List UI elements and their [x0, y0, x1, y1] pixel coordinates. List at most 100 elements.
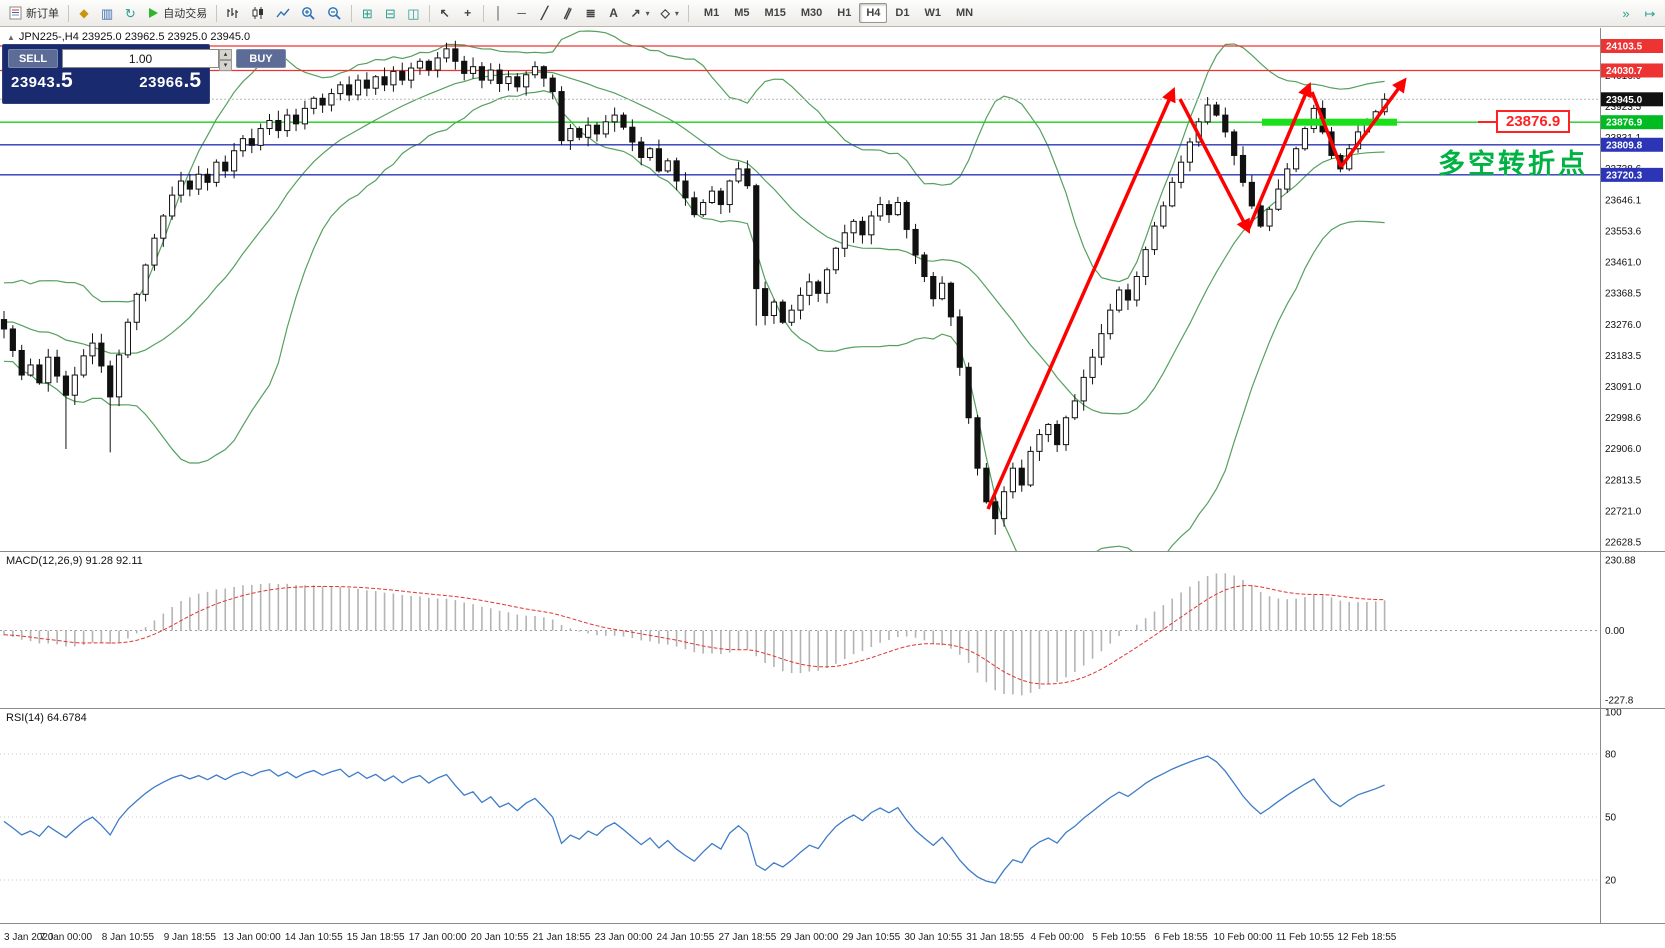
timeframe-h4[interactable]: H4	[859, 3, 888, 23]
text-tool-icon: A	[609, 6, 618, 20]
volume-up-button[interactable]: ▴	[219, 49, 232, 60]
price-tag	[1601, 167, 1663, 182]
price-tag	[1601, 115, 1663, 130]
bar-chart-button[interactable]	[221, 2, 245, 24]
trendline-button[interactable]: ╱	[534, 2, 556, 24]
metaeditor-button[interactable]: ◆	[73, 2, 95, 24]
panel-collapse-icon[interactable]: ▲	[7, 33, 15, 42]
vertical-line-button[interactable]: │	[488, 2, 510, 24]
zoom-out-button[interactable]	[322, 2, 347, 24]
timeframe-mn[interactable]: MN	[949, 3, 980, 23]
svg-text:23646.1: 23646.1	[1605, 195, 1642, 206]
auto-scroll-icon: »	[1622, 5, 1630, 21]
svg-text:31 Jan 18:55: 31 Jan 18:55	[966, 932, 1024, 943]
timeframe-m15[interactable]: M15	[757, 3, 792, 23]
cursor-icon: ↖	[439, 6, 450, 20]
line-chart-button[interactable]	[271, 2, 295, 24]
chart-title: ▲ JPN225-,H4 23925.0 23962.5 23925.0 2394…	[7, 31, 250, 43]
svg-text:12 Feb 18:55: 12 Feb 18:55	[1337, 932, 1396, 943]
horizontal-line-icon: ─	[517, 6, 526, 20]
price-tag	[1601, 63, 1663, 78]
new-order-button[interactable]: 新订单	[4, 2, 64, 24]
svg-text:100: 100	[1605, 708, 1622, 719]
channel-button[interactable]: ∥	[557, 2, 579, 24]
timeframe-d1[interactable]: D1	[888, 3, 916, 23]
chart-shift-button[interactable]: ↦	[1639, 2, 1661, 24]
trendline-icon: ╱	[540, 6, 549, 20]
svg-text:4 Feb 00:00: 4 Feb 00:00	[1030, 932, 1084, 943]
svg-text:23276.0: 23276.0	[1605, 320, 1642, 331]
turning-point-annotation[interactable]: 多空转折点	[1438, 149, 1588, 179]
svg-text:22906.0: 22906.0	[1605, 444, 1642, 455]
svg-text:23945.0: 23945.0	[1606, 95, 1643, 106]
shapes-button[interactable]: ◇ ▾	[656, 2, 684, 24]
autotrading-label: 自动交易	[163, 8, 208, 20]
svg-text:80: 80	[1605, 750, 1617, 761]
svg-text:5 Feb 10:55: 5 Feb 10:55	[1092, 932, 1146, 943]
price-tag	[1601, 92, 1663, 107]
tile-windows-icon: ⊞	[361, 5, 373, 21]
svg-text:6 Feb 18:55: 6 Feb 18:55	[1154, 932, 1208, 943]
price-callout[interactable]: 23876.9	[1478, 110, 1571, 133]
cursor-button[interactable]: ↖	[434, 2, 456, 24]
svg-text:23183.5: 23183.5	[1605, 351, 1642, 362]
svg-text:29 Jan 00:00: 29 Jan 00:00	[780, 932, 838, 943]
timeframe-m30[interactable]: M30	[794, 3, 829, 23]
svg-text:11 Feb 10:55: 11 Feb 10:55	[1276, 932, 1335, 943]
market-watch-button[interactable]: ▥	[96, 2, 118, 24]
volume-down-button[interactable]: ▾	[219, 60, 232, 71]
timeframe-m1[interactable]: M1	[697, 3, 726, 23]
refresh-icon: ↻	[124, 5, 136, 21]
candles-layer	[0, 40, 1388, 535]
cascade-windows-button[interactable]: ◫	[402, 2, 424, 24]
macd-panel	[0, 573, 1600, 696]
toolbar-separator	[482, 4, 484, 22]
sell-button[interactable]: SELL	[8, 49, 58, 68]
svg-text:24030.7: 24030.7	[1606, 66, 1643, 77]
auto-scroll-button[interactable]: »	[1615, 2, 1637, 24]
svg-text:3 Jan 2020: 3 Jan 2020	[4, 932, 54, 943]
timeframe-h1[interactable]: H1	[830, 3, 858, 23]
tile-horizontal-button[interactable]: ⊟	[379, 2, 401, 24]
svg-text:50: 50	[1605, 813, 1617, 824]
price-tag	[1601, 39, 1663, 53]
arrow-tool-icon: ↗	[630, 6, 641, 20]
toolbar-separator	[351, 4, 353, 22]
toolbar-right-group: » ↦	[1615, 2, 1661, 24]
buy-price-main: 23966	[139, 74, 184, 91]
svg-text:0.00: 0.00	[1605, 626, 1625, 637]
crosshair-button[interactable]: +	[457, 2, 479, 24]
autotrading-button[interactable]: 自动交易	[142, 2, 212, 24]
fibonacci-button[interactable]: ≣	[580, 2, 602, 24]
svg-text:8 Jan 10:55: 8 Jan 10:55	[102, 932, 155, 943]
text-tool-button[interactable]: A	[603, 2, 625, 24]
candlestick-button[interactable]	[246, 2, 270, 24]
refresh-button[interactable]: ↻	[119, 2, 141, 24]
chevron-down-icon: ▾	[674, 8, 679, 18]
svg-text:17 Jan 00:00: 17 Jan 00:00	[409, 932, 467, 943]
tile-windows-button[interactable]: ⊞	[356, 2, 378, 24]
buy-price-button[interactable]: 23966 .5	[139, 70, 201, 91]
rsi-label: RSI(14) 64.6784	[6, 712, 87, 724]
callout-leader-line	[1478, 121, 1496, 123]
svg-text:22628.5: 22628.5	[1605, 537, 1642, 548]
timeframe-w1[interactable]: W1	[917, 3, 948, 23]
svg-text:7 Jan 00:00: 7 Jan 00:00	[40, 932, 93, 943]
horizontal-line-button[interactable]: ─	[511, 2, 533, 24]
svg-text:14 Jan 10:55: 14 Jan 10:55	[285, 932, 343, 943]
fibonacci-icon: ≣	[585, 6, 596, 20]
volume-input[interactable]	[62, 49, 219, 68]
svg-text:23720.3: 23720.3	[1606, 170, 1643, 181]
buy-button[interactable]: BUY	[236, 49, 286, 68]
sell-price-button[interactable]: 23943 .5	[11, 70, 73, 91]
zoom-in-button[interactable]	[296, 2, 321, 24]
svg-text:22998.6: 22998.6	[1605, 413, 1642, 424]
svg-text:23876.9: 23876.9	[1606, 118, 1643, 129]
timeframe-m5[interactable]: M5	[727, 3, 756, 23]
svg-text:24103.5: 24103.5	[1606, 42, 1643, 53]
line-chart-icon	[276, 8, 290, 18]
arrow-tool-button[interactable]: ↗ ▾	[626, 2, 655, 24]
